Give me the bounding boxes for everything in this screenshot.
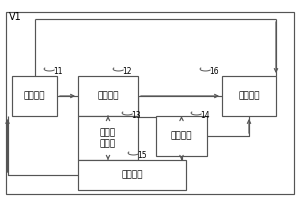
Bar [78,116,138,160]
Text: 11: 11 [53,67,63,76]
Bar [222,76,276,116]
Text: 采样模块: 采样模块 [171,132,192,140]
Text: 锂电池包: 锂电池包 [97,92,119,100]
Text: 12: 12 [122,67,132,76]
Text: 温度检
测模块: 温度检 测模块 [100,128,116,148]
Text: 控制模块: 控制模块 [121,170,143,180]
Bar [12,76,57,116]
Text: 15: 15 [137,151,147,160]
Text: 13: 13 [131,111,141,120]
Text: 16: 16 [209,67,219,76]
Text: 开关模块: 开关模块 [238,92,260,100]
Bar [156,116,207,156]
Bar [78,160,186,190]
Text: V1: V1 [9,12,22,22]
Text: 充电模块: 充电模块 [24,92,45,100]
Bar [78,76,138,116]
Text: 14: 14 [200,111,210,120]
